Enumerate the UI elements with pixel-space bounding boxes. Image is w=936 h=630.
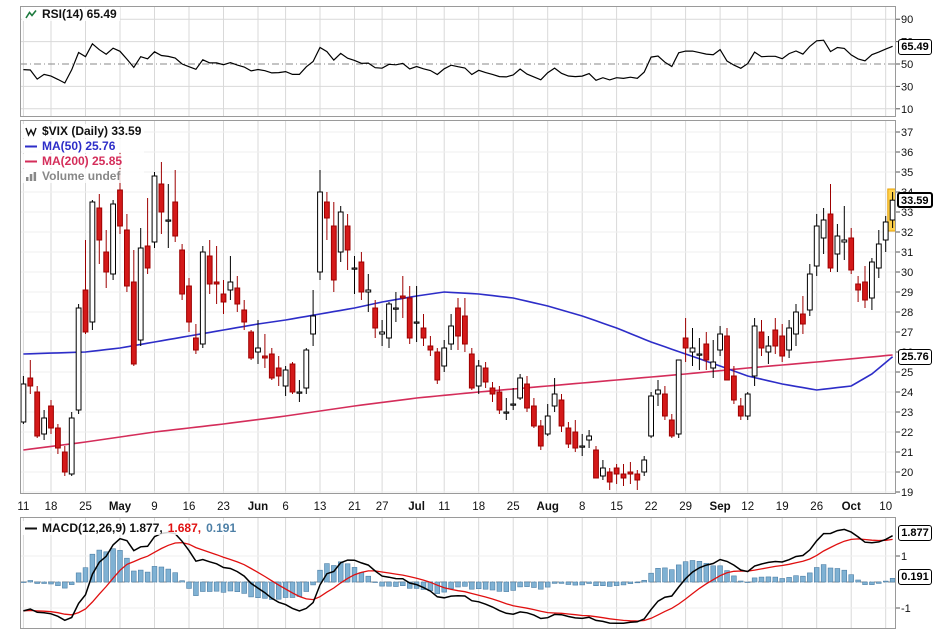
legend-ma50-label: MA(50) 25.76	[42, 139, 116, 153]
svg-text:29: 29	[679, 501, 692, 513]
svg-text:24: 24	[901, 387, 913, 399]
ma50-value-box: 25.76	[898, 348, 932, 365]
rsi-value-box: 65.49	[898, 38, 932, 55]
macd-legend: MACD(12,26,9) 1.877, 1.687, 0.191	[22, 521, 240, 535]
svg-text:Jun: Jun	[248, 501, 268, 513]
price-gridlines	[20, 131, 896, 493]
svg-text:Jul: Jul	[408, 501, 425, 513]
svg-text:50: 50	[901, 59, 913, 71]
svg-text:22: 22	[901, 427, 913, 439]
svg-text:18: 18	[45, 501, 58, 513]
svg-text:May: May	[109, 501, 132, 513]
svg-text:33: 33	[901, 207, 913, 219]
x-axis-labels: 11 18 25 May 9 16 23 Jun 6 13 21 27 Jul 11 18 25 Aug 8 15 2…	[17, 501, 892, 513]
macd-value-box: 1.877	[898, 525, 932, 542]
legend-ma200-label: MA(200) 25.85	[42, 154, 123, 168]
svg-text:26: 26	[810, 501, 823, 513]
svg-text:8: 8	[579, 501, 585, 513]
panel-borders	[20, 6, 896, 629]
svg-text:16: 16	[183, 501, 196, 513]
vertical-gridlines	[22, 6, 887, 629]
svg-text:28: 28	[901, 307, 913, 319]
svg-text:21: 21	[348, 501, 361, 513]
ma50-line	[23, 291, 894, 391]
svg-text:22: 22	[645, 501, 658, 513]
svg-text:12: 12	[741, 501, 754, 513]
svg-text:30: 30	[901, 81, 913, 93]
svg-text:36: 36	[901, 147, 913, 159]
svg-text:Aug: Aug	[537, 501, 559, 513]
svg-text:29: 29	[901, 287, 913, 299]
y-axis-tick-marks	[896, 18, 900, 609]
svg-text:10: 10	[879, 501, 892, 513]
svg-text:37: 37	[901, 127, 913, 139]
last-price-box: 33.59	[897, 192, 933, 209]
legend-macd-label: MACD(12,26,9) 1.877,	[42, 521, 163, 535]
svg-text:23: 23	[217, 501, 230, 513]
price-plot-icon	[25, 126, 37, 137]
svg-text:15: 15	[610, 501, 623, 513]
svg-text:10: 10	[901, 104, 913, 116]
svg-text:30: 30	[901, 267, 913, 279]
macd-histogram	[20, 548, 896, 600]
svg-text:19: 19	[901, 487, 913, 499]
svg-text:1: 1	[901, 551, 907, 563]
rsi-legend: RSI(14) 65.49	[22, 7, 120, 21]
svg-text:Sep: Sep	[710, 501, 731, 513]
legend-row-ma50: MA(50) 25.76	[22, 139, 145, 153]
legend-row-volume: Volume undef	[22, 169, 145, 183]
legend-row-ma200: MA(200) 25.85	[22, 154, 145, 168]
rsi-gridlines	[20, 18, 896, 110]
svg-text:25: 25	[79, 501, 92, 513]
svg-text:11: 11	[17, 501, 29, 513]
symbol-legend-label: $VIX (Daily) 33.59	[42, 124, 142, 138]
svg-text:13: 13	[314, 501, 327, 513]
legend-macd-signal-value: 1.687,	[167, 521, 202, 535]
svg-text:23: 23	[901, 407, 913, 419]
svg-text:-1: -1	[901, 603, 911, 615]
rsi-line	[23, 39, 893, 84]
candles	[20, 152, 896, 490]
svg-text:25: 25	[507, 501, 520, 513]
svg-text:32: 32	[901, 227, 913, 239]
svg-text:19: 19	[776, 501, 789, 513]
macd-line-icon	[25, 525, 37, 532]
volume-legend-label: Volume undef	[42, 169, 121, 183]
svg-text:Oct: Oct	[842, 501, 861, 513]
ma200-line	[23, 354, 893, 451]
macd-gridlines	[20, 555, 896, 609]
svg-text:27: 27	[376, 501, 389, 513]
ma50-line-icon	[25, 143, 37, 150]
price-legend: $VIX (Daily) 33.59 MA(50) 25.76 MA(200) …	[22, 124, 145, 183]
rsi-indicator-icon	[25, 9, 37, 20]
svg-text:31: 31	[901, 247, 913, 259]
svg-text:21: 21	[901, 447, 913, 459]
svg-text:11: 11	[438, 501, 450, 513]
svg-text:90: 90	[901, 14, 913, 26]
svg-text:35: 35	[901, 167, 913, 179]
svg-text:18: 18	[472, 501, 485, 513]
legend-macd-hist-value: 0.191	[206, 521, 237, 535]
volume-bars-icon	[25, 171, 37, 181]
svg-text:6: 6	[282, 501, 288, 513]
svg-text:20: 20	[901, 467, 913, 479]
legend-row-symbol: $VIX (Daily) 33.59	[22, 124, 145, 138]
macd-hist-value-box: 0.191	[898, 569, 932, 586]
ma200-line-icon	[25, 158, 37, 165]
svg-text:25: 25	[901, 367, 913, 379]
rsi-legend-label: RSI(14) 65.49	[42, 7, 117, 21]
svg-text:9: 9	[151, 501, 157, 513]
svg-text:27: 27	[901, 327, 913, 339]
